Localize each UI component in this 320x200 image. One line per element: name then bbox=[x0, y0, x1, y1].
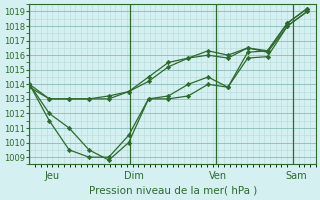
Text: Sam: Sam bbox=[285, 171, 307, 181]
X-axis label: Pression niveau de la mer( hPa ): Pression niveau de la mer( hPa ) bbox=[89, 186, 257, 196]
Text: Dim: Dim bbox=[124, 171, 144, 181]
Text: Ven: Ven bbox=[209, 171, 228, 181]
Text: Jeu: Jeu bbox=[45, 171, 60, 181]
